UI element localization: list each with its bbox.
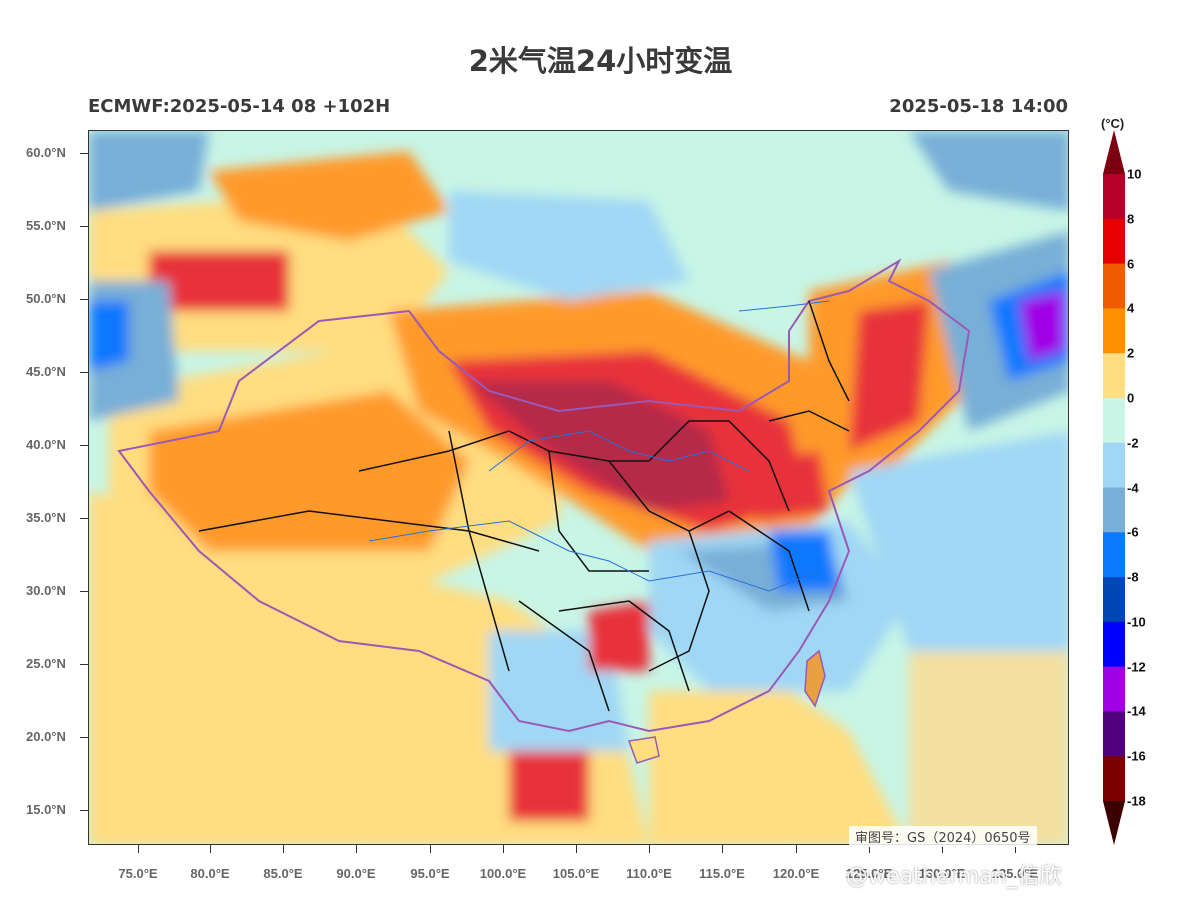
colorbar-level-label: -6 — [1127, 524, 1139, 540]
colorbar-segment — [1103, 666, 1125, 712]
lon-tick — [138, 845, 139, 853]
colorbar-level-label: -14 — [1127, 703, 1146, 719]
colorbar-segment — [1103, 711, 1125, 757]
lat-label: 15.0°N — [26, 802, 66, 817]
lat-label: 35.0°N — [26, 510, 66, 525]
colorbar-level-label: -8 — [1127, 569, 1139, 585]
colorbar-level-label: -18 — [1127, 793, 1146, 809]
colorbar-segment — [1103, 353, 1125, 399]
lat-label: 45.0°N — [26, 364, 66, 379]
colorbar-level-label: -10 — [1127, 614, 1146, 630]
lat-tick — [80, 226, 88, 227]
temperature-change-map — [88, 130, 1069, 845]
colorbar-segment — [1103, 174, 1125, 220]
lon-tick — [649, 845, 650, 853]
valid-time-label: 2025-05-18 14:00 — [889, 96, 1068, 117]
colorbar — [1103, 130, 1125, 845]
lat-label: 60.0°N — [26, 145, 66, 160]
watermark: @weatherman_信欣 — [846, 864, 1062, 889]
lon-tick — [576, 845, 577, 853]
lat-tick — [80, 591, 88, 592]
lon-label: 75.0°E — [118, 866, 158, 881]
map-canvas — [89, 131, 1068, 844]
lon-label: 100.0°E — [479, 866, 527, 881]
lon-tick — [942, 845, 943, 853]
colorbar-segment — [1103, 621, 1125, 668]
lon-tick — [722, 845, 723, 853]
map-approval-number: 审图号：GS（2024）0650号 — [849, 826, 1037, 847]
lon-label: 135.0°E — [991, 866, 1039, 881]
lat-tick — [80, 810, 88, 811]
hainan-outline — [627, 736, 660, 764]
lon-label: 80.0°E — [190, 866, 230, 881]
map-title: 2米气温24小时变温 — [468, 44, 733, 78]
lat-label: 40.0°N — [26, 437, 66, 452]
colorbar-level-label: 8 — [1127, 211, 1135, 227]
lon-tick — [210, 845, 211, 853]
lon-tick — [1015, 845, 1016, 853]
lon-label: 90.0°E — [336, 866, 376, 881]
colorbar-segment — [1103, 577, 1125, 623]
lon-label: 95.0°E — [410, 866, 450, 881]
colorbar-segment — [1103, 487, 1125, 533]
province-borders — [198, 300, 850, 712]
lat-label: 25.0°N — [26, 656, 66, 671]
colorbar-unit: (°C) — [1101, 116, 1125, 131]
model-run-label: ECMWF:2025-05-14 08 +102H — [88, 96, 391, 117]
colorbar-segment — [1103, 218, 1125, 265]
taiwan-outline — [804, 649, 826, 708]
lat-tick — [80, 737, 88, 738]
lon-label: 130.0°E — [918, 866, 966, 881]
colorbar-level-label: 0 — [1127, 390, 1135, 406]
colorbar-level-label: 2 — [1127, 345, 1135, 361]
lon-tick — [503, 845, 504, 853]
lon-tick — [430, 845, 431, 853]
colorbar-segment — [1103, 532, 1125, 578]
lon-tick — [796, 845, 797, 853]
lon-label: 85.0°E — [263, 866, 303, 881]
lat-label: 20.0°N — [26, 729, 66, 744]
lat-tick — [80, 445, 88, 446]
lon-label: 110.0°E — [626, 866, 672, 881]
lat-tick — [80, 153, 88, 154]
temperature-field — [89, 131, 1068, 844]
colorbar-level-label: -16 — [1127, 748, 1146, 764]
colorbar-level-label: -2 — [1127, 435, 1139, 451]
national-border — [117, 258, 971, 733]
lat-tick — [80, 372, 88, 373]
lon-tick — [869, 845, 870, 853]
lon-tick — [356, 845, 357, 853]
lon-label: 120.0°E — [772, 866, 820, 881]
lon-label: 125.0°E — [845, 866, 893, 881]
colorbar-top-arrow — [1103, 130, 1125, 174]
colorbar-segment — [1103, 263, 1125, 309]
colorbar-segment — [1103, 308, 1125, 354]
lat-label: 30.0°N — [26, 583, 66, 598]
colorbar-level-label: 6 — [1127, 256, 1135, 272]
lon-label: 105.0°E — [552, 866, 600, 881]
colorbar-bottom-arrow — [1103, 801, 1125, 845]
lat-tick — [80, 518, 88, 519]
lat-tick — [80, 664, 88, 665]
lon-tick — [283, 845, 284, 853]
colorbar-level-label: -12 — [1127, 659, 1146, 675]
colorbar-level-label: 4 — [1127, 300, 1135, 316]
lat-label: 55.0°N — [26, 218, 66, 233]
lat-label: 50.0°N — [26, 291, 66, 306]
colorbar-segment — [1103, 442, 1125, 488]
rivers — [368, 300, 830, 592]
colorbar-level-label: 10 — [1127, 166, 1142, 182]
colorbar-level-label: -4 — [1127, 480, 1139, 495]
colorbar-segment — [1103, 756, 1125, 802]
lon-label: 115.0°E — [699, 866, 745, 881]
lat-tick — [80, 299, 88, 300]
colorbar-segment — [1103, 397, 1125, 444]
